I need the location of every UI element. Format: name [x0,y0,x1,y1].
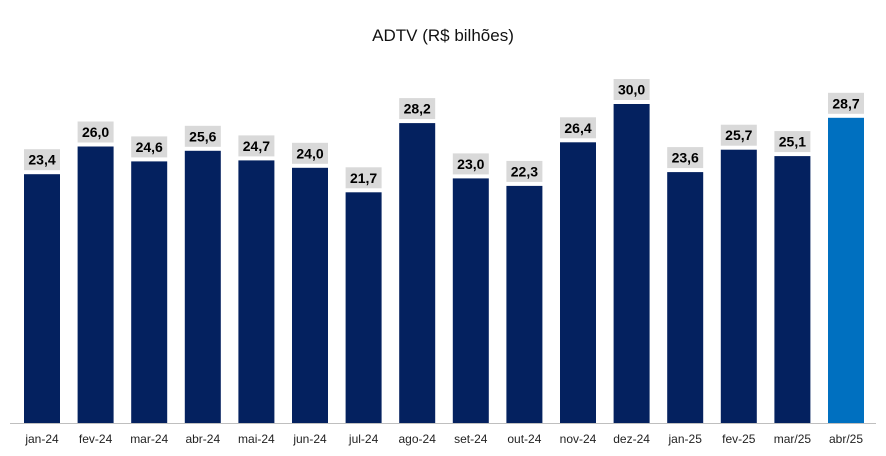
value-label: 26,0 [82,124,109,140]
x-tick-label: jun-24 [292,432,327,446]
x-tick-label: jul-24 [348,432,379,446]
value-label: 21,7 [350,170,377,186]
bar-jul-24 [345,192,382,423]
x-tick-label: fev-24 [79,432,113,446]
bar-jun-24 [292,167,328,423]
value-label-box [506,160,543,182]
bar-fev-25 [720,149,757,423]
value-label-box [77,121,114,143]
value-label-box [560,117,596,139]
value-label: 28,2 [404,101,431,117]
value-labels-group: 23,4 26,0 24,6 25,6 24,7 24,0 21,7 28,2 23,0 22,3… [24,79,864,189]
bars-group [24,104,864,424]
value-label: 23,0 [457,156,484,172]
value-label: 25,6 [189,128,216,144]
x-tick-label: set-24 [454,432,488,446]
bar-mar-24 [131,161,168,423]
bar-dez-24 [613,104,650,423]
value-label-box [184,125,221,147]
x-tick-label: mai-24 [238,432,275,446]
value-label: 24,6 [136,139,163,155]
chart-title: ADTV (R$ bilhões) [372,26,514,45]
bar-abr-24 [184,150,221,424]
value-label: 24,0 [296,145,323,161]
bar-set-24 [452,178,489,423]
x-tick-label: nov-24 [560,432,597,446]
x-tick-label: jan-25 [668,432,703,446]
x-tick-label: abr/25 [829,432,863,446]
x-tick-label: ago-24 [399,432,437,446]
value-label: 22,3 [511,163,538,179]
value-label: 23,4 [28,152,55,168]
value-label: 25,7 [725,127,752,143]
x-tick-label: mar-24 [130,432,168,446]
x-tick-label: out-24 [507,432,541,446]
value-label-box [345,167,382,189]
value-label: 30,0 [618,82,645,98]
bar-out-24 [506,185,543,423]
value-label: 26,4 [564,120,591,136]
bar-jan-25 [667,172,704,423]
x-tick-label: abr-24 [185,432,220,446]
value-label-box [613,79,650,100]
value-label-box [720,124,757,146]
value-label-box [452,153,489,175]
value-label-box [24,149,60,171]
value-label-box [292,142,328,164]
value-label-box [131,136,168,158]
bar-mai-24 [238,160,275,423]
value-label: 28,7 [832,95,859,111]
value-label-box [828,92,864,114]
x-tick-labels-group: jan-24 fev-24 mar-24 abr-24 mai-24 jun-24 jul-… [24,432,863,446]
x-tick-label: mar/25 [774,432,812,446]
x-tick-label: fev-25 [722,432,756,446]
value-label: 25,1 [779,134,806,150]
value-label-box [399,98,436,120]
value-label-box [667,147,704,169]
value-label: 23,6 [672,150,699,166]
bar-mar/25 [774,156,811,423]
value-label-box [774,131,811,153]
bar-jan-24 [24,174,60,423]
bar-nov-24 [560,142,596,424]
value-label: 24,7 [243,138,270,154]
x-tick-label: jan-24 [24,432,59,446]
value-label-box [238,135,275,157]
bar-abr/25 [828,117,864,424]
bar-fev-24 [77,146,114,423]
bar-ago-24 [399,123,436,423]
x-tick-label: dez-24 [613,432,650,446]
